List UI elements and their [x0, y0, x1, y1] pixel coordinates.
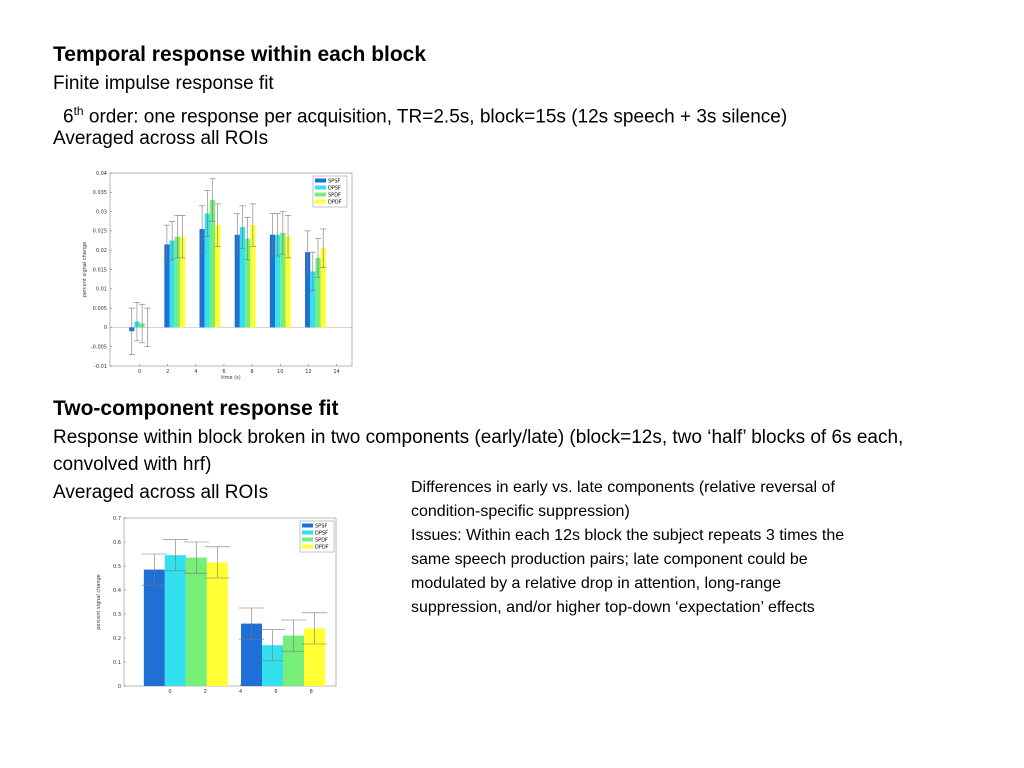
x-tick-label: 6	[222, 369, 225, 375]
y-tick-label: 0.6	[113, 540, 121, 546]
bar	[206, 562, 228, 686]
x-tick-label: 8	[310, 689, 313, 695]
section2-line2: convolved with hrf)	[53, 454, 212, 475]
y-tick-label: 0.04	[96, 171, 107, 177]
bar	[245, 238, 251, 328]
note-line: modulated by a relative drop in attentio…	[411, 575, 782, 592]
bar	[310, 271, 316, 328]
bar	[285, 236, 291, 328]
plot-frame	[109, 172, 353, 367]
legend-swatch	[315, 199, 326, 204]
x-tick-label: 14	[333, 369, 339, 375]
y-tick-label: -0.005	[91, 345, 107, 351]
y-tick-label: 0.3	[113, 612, 121, 618]
differences-note: Differences in early vs. late components…	[411, 476, 1011, 620]
y-tick-label: 0.005	[93, 306, 107, 312]
y-tick-label: 0	[104, 325, 107, 331]
legend-swatch	[315, 192, 326, 197]
x-tick-label: 12	[305, 369, 311, 375]
bar	[185, 557, 207, 686]
x-tick-label: 6	[274, 689, 277, 695]
legend-label: DPSF	[315, 530, 328, 536]
y-tick-label: 0.01	[96, 287, 107, 293]
note-line: condition-specific suppression)	[411, 503, 630, 520]
y-tick-label: 0.035	[93, 190, 107, 196]
bar	[164, 244, 170, 328]
note-line: suppression, and/or higher top-down ‘exp…	[411, 599, 815, 616]
section1-line1: Finite impulse response fit	[53, 73, 274, 94]
bar	[239, 227, 246, 328]
section1-title: Temporal response within each block	[53, 43, 427, 66]
bar	[315, 257, 321, 328]
bar	[179, 236, 186, 328]
x-tick-label: 10	[277, 369, 283, 375]
x-axis-label: time (s)	[221, 375, 240, 381]
legend-label: SPDF	[315, 537, 328, 543]
section2-title: Two-component response fit	[53, 397, 339, 420]
section2-line1: Response within block broken in two comp…	[53, 427, 904, 448]
bar	[283, 635, 304, 686]
y-tick-label: 0.02	[96, 248, 107, 254]
bar	[174, 236, 180, 328]
legend-swatch	[302, 544, 313, 549]
y-axis-label: percent signal change	[96, 574, 102, 630]
bar	[199, 228, 205, 328]
y-tick-label: 0	[118, 684, 121, 690]
x-tick-label: 8	[251, 369, 254, 375]
bar	[215, 225, 221, 328]
x-tick-label: 2	[204, 689, 207, 695]
y-tick-label: 0.4	[113, 588, 121, 594]
bar	[320, 248, 326, 328]
bar	[250, 225, 256, 328]
bar	[262, 645, 283, 686]
y-tick-label: -0.01	[94, 364, 107, 370]
bar	[269, 234, 276, 328]
y-tick-label: 0.2	[113, 636, 121, 642]
note-line: Differences in early vs. late components…	[411, 479, 835, 496]
legend-label: DPSF	[328, 185, 341, 191]
y-tick-label: 0.015	[93, 267, 107, 273]
fir-bar-chart: 0.04 0.035 0.03 0.025 0.02 0.015 0.01 0.005 0 -0.…	[82, 171, 353, 381]
x-tick-label: 0	[168, 689, 171, 695]
y-tick-label: 0.7	[113, 516, 121, 522]
section2-line3: Averaged across all ROIs	[53, 482, 269, 503]
legend-swatch	[302, 537, 313, 542]
legend-swatch	[315, 178, 326, 183]
y-tick-label: 0.5	[113, 564, 121, 570]
y-tick-label: 0.03	[96, 209, 107, 215]
legend-label: SPSF	[328, 178, 340, 184]
note-line: same speech production pairs; late compo…	[411, 551, 808, 568]
section1-line2: 6th order: one response per acquisition,…	[63, 104, 788, 128]
bar	[143, 569, 165, 686]
bar	[234, 234, 240, 328]
y-tick-label: 0.025	[93, 229, 107, 235]
bar	[204, 213, 210, 328]
legend-label: SPDF	[328, 192, 341, 198]
x-tick-label: 4	[194, 369, 197, 375]
note-line: Issues: Within each 12s block the subjec…	[411, 527, 845, 544]
y-tick-label: 0.1	[113, 660, 121, 666]
bar	[305, 252, 311, 328]
legend-label: SPSF	[315, 523, 327, 529]
bar	[304, 628, 325, 686]
bar	[164, 555, 186, 686]
legend-swatch	[315, 185, 326, 190]
y-axis-label: percent signal change	[82, 242, 88, 298]
two-component-bar-chart: 0.7 0.6 0.5 0.4 0.3 0.2 0.1 0 0 2 4 6 8 percent signa…	[96, 516, 337, 695]
section1-line3: Averaged across all ROIs	[53, 128, 269, 149]
legend-label: DPDF	[328, 199, 342, 205]
legend-swatch	[302, 530, 313, 535]
x-tick-label: 2	[166, 369, 169, 375]
bar	[275, 234, 281, 328]
bar	[169, 240, 175, 328]
x-tick-label: 0	[138, 369, 141, 375]
x-tick-label: 4	[239, 689, 242, 695]
bar	[209, 200, 216, 328]
bar	[280, 232, 286, 328]
legend-swatch	[302, 523, 313, 528]
legend-label: DPDF	[315, 544, 329, 550]
